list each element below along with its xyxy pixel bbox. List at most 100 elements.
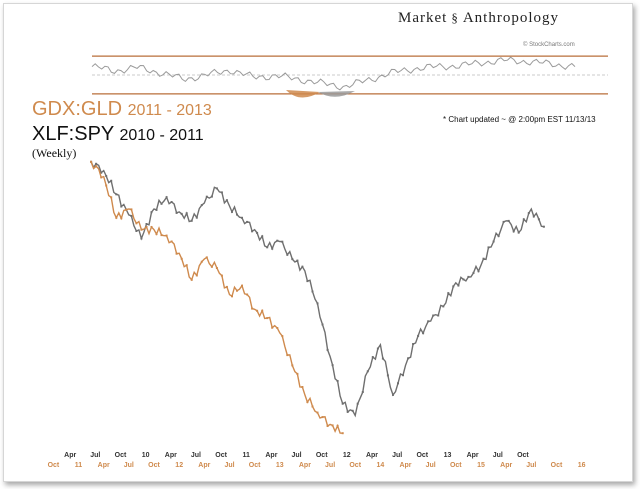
brand-right-word: Anthropology: [462, 10, 559, 26]
series-point-xlf-spy: [381, 357, 384, 360]
series-point-xlf-spy: [386, 374, 389, 377]
series-point-xlf-spy: [160, 202, 163, 205]
series-point-xlf-spy: [366, 370, 369, 373]
series-point-xlf-spy: [301, 265, 304, 268]
series-point-xlf-spy: [281, 240, 284, 243]
series-point-xlf-spy: [241, 216, 243, 219]
tick-label-top: Apr: [265, 452, 277, 459]
series-point-xlf-spy: [205, 195, 208, 198]
tick-label-bottom: Jul: [124, 462, 134, 469]
tick-label-bottom: 15: [477, 462, 485, 469]
series-line-gdx-gld: [90, 161, 343, 434]
tick-label-top: 11: [242, 452, 250, 459]
series-point-xlf-spy: [266, 246, 269, 249]
tick-label-bottom: 14: [377, 462, 385, 469]
series-point-gdx-gld: [286, 354, 289, 357]
tick-label-top: Jul: [493, 452, 503, 459]
series-point-gdx-gld: [135, 222, 138, 225]
series-point-gdx-gld: [100, 176, 103, 179]
series-point-xlf-spy: [100, 171, 103, 174]
title-gdx-name: GDX:GLD: [32, 98, 123, 120]
series-point-gdx-gld: [231, 295, 233, 298]
series-point-gdx-gld: [215, 267, 218, 269]
series-point-gdx-gld: [150, 226, 153, 228]
series-point-xlf-spy: [376, 347, 379, 350]
series-point-xlf-spy: [256, 231, 259, 234]
series-point-gdx-gld: [271, 326, 274, 329]
tick-label-top: Apr: [64, 452, 76, 459]
tick-label-top: Apr: [165, 452, 177, 459]
tick-label-top: 10: [142, 452, 150, 459]
title-gdx-gld: GDX:GLD 2011 - 2013: [32, 98, 212, 121]
series-point-xlf-spy: [422, 332, 425, 335]
series-point-xlf-spy: [165, 196, 168, 199]
tick-label-top: Oct: [517, 452, 529, 459]
series-point-xlf-spy: [180, 212, 183, 215]
upper-gdx-dip-fill: [286, 90, 320, 98]
series-point-xlf-spy: [296, 259, 299, 262]
series-point-xlf-spy: [537, 218, 540, 221]
upper-indicator-line: [91, 56, 576, 91]
series-point-xlf-spy: [155, 208, 158, 211]
series-point-xlf-spy: [286, 253, 289, 256]
tick-label-bottom: Apr: [299, 462, 311, 469]
tick-label-bottom: Jul: [526, 462, 536, 469]
series-point-gdx-gld: [175, 252, 178, 255]
tick-label-top: Jul: [291, 452, 301, 459]
series-point-xlf-spy: [175, 211, 178, 214]
series-point-xlf-spy: [170, 201, 173, 203]
series-point-gdx-gld: [130, 208, 133, 211]
series-point-gdx-gld: [326, 425, 329, 427]
series-line-xlf-spy: [90, 161, 545, 418]
series-point-xlf-spy: [492, 240, 495, 243]
series-point-gdx-gld: [90, 160, 93, 163]
tick-label-bottom: 13: [276, 462, 284, 469]
series-point-xlf-spy: [437, 314, 440, 317]
tick-label-top: Jul: [191, 452, 201, 459]
series-point-xlf-spy: [512, 230, 515, 233]
series-point-xlf-spy: [462, 278, 465, 281]
brand-glyph: §: [451, 10, 459, 25]
series-point-xlf-spy: [336, 380, 339, 382]
tick-label-bottom: Oct: [551, 462, 563, 469]
series-point-xlf-spy: [321, 323, 324, 326]
series-point-xlf-spy: [532, 215, 535, 218]
series-point-xlf-spy: [130, 214, 133, 217]
tick-label-bottom: Oct: [148, 462, 160, 469]
tick-label-top: 13: [444, 452, 452, 459]
series-point-xlf-spy: [457, 284, 460, 287]
series-point-gdx-gld: [241, 284, 243, 287]
series-point-xlf-spy: [246, 220, 249, 223]
series-point-gdx-gld: [190, 278, 193, 281]
series-point-xlf-spy: [135, 230, 138, 232]
series-point-xlf-spy: [527, 212, 530, 215]
series-point-xlf-spy: [231, 210, 233, 213]
series-point-xlf-spy: [276, 239, 279, 242]
series-point-xlf-spy: [452, 285, 455, 288]
tick-label-bottom: Apr: [98, 462, 110, 469]
tick-label-top: Jul: [392, 452, 402, 459]
tick-label-top: Oct: [115, 452, 127, 459]
tick-label-bottom: 11: [75, 462, 83, 469]
series-point-gdx-gld: [256, 309, 259, 312]
tick-label-bottom: Apr: [399, 462, 411, 469]
series-point-gdx-gld: [115, 216, 118, 219]
tick-label-bottom: Jul: [224, 462, 234, 469]
series-point-gdx-gld: [200, 260, 203, 263]
series-point-xlf-spy: [271, 247, 274, 250]
title-gdx-years: 2011 - 2013: [127, 102, 212, 119]
title-frequency: (Weekly): [32, 146, 77, 160]
series-point-xlf-spy: [407, 357, 410, 360]
series-point-xlf-spy: [220, 191, 223, 194]
series-point-xlf-spy: [497, 235, 500, 238]
tick-label-top: Apr: [366, 452, 378, 459]
series-point-xlf-spy: [432, 314, 435, 317]
brand-left-word: Market: [398, 10, 448, 26]
series-point-xlf-spy: [482, 257, 485, 260]
series-point-xlf-spy: [316, 302, 319, 305]
series-point-gdx-gld: [140, 228, 143, 231]
series-point-xlf-spy: [140, 237, 143, 240]
series-point-xlf-spy: [517, 231, 520, 234]
series-point-xlf-spy: [412, 343, 415, 345]
series-point-gdx-gld: [145, 226, 148, 228]
